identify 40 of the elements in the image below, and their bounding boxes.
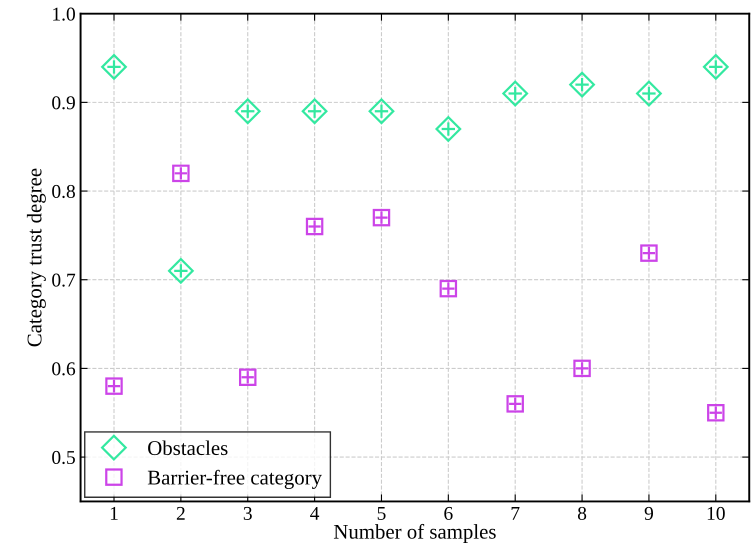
point (573, 360, 591, 378)
x-tick-label: 7 (512, 507, 520, 520)
point (238, 368, 256, 386)
point (640, 244, 658, 262)
point (234, 98, 261, 124)
x-tick-label: 9 (644, 506, 653, 520)
x-tick-label: 2 (176, 506, 185, 520)
point (440, 280, 458, 298)
y-tick-label: 0.7 (52, 274, 76, 287)
point (636, 80, 662, 106)
point (302, 98, 328, 124)
x-tick-label: 8 (578, 506, 586, 520)
legend-label: Barrier-free category (148, 470, 322, 489)
x-tick-label: 1 (110, 506, 118, 520)
x-tick-label: 3 (244, 506, 252, 520)
point (172, 164, 190, 182)
point (502, 80, 528, 106)
point (569, 72, 595, 98)
legend-label: Obstacles (148, 440, 228, 456)
point (306, 218, 324, 236)
point (368, 98, 394, 124)
y-tick-label: 0.5 (52, 450, 75, 464)
point (435, 116, 462, 142)
x-tick-label: 6 (444, 506, 453, 520)
point (707, 404, 725, 422)
point (101, 54, 127, 80)
x-tick-label: 4 (310, 506, 320, 520)
point (168, 258, 194, 284)
y-tick-label: 1.0 (53, 8, 75, 21)
y-tick-label: 0.8 (52, 184, 75, 198)
x-tick-label: 10 (708, 506, 725, 520)
y-tick-label: 0.6 (52, 362, 76, 376)
point (506, 395, 524, 413)
x-axis-title: Number of samples (334, 524, 496, 544)
point (105, 377, 123, 395)
point (702, 54, 729, 80)
point (372, 208, 390, 226)
x-tick-label: 5 (378, 507, 386, 520)
y-axis-title: Category trust degree (26, 168, 46, 346)
y-tick-label: 0.9 (52, 96, 75, 110)
